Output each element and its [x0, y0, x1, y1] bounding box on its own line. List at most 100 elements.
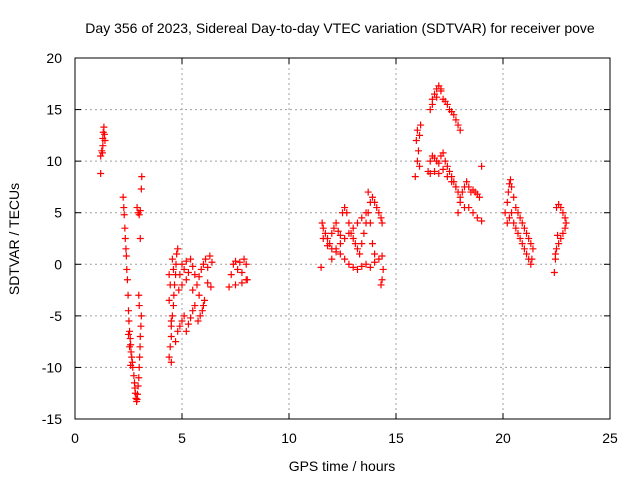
data-point [377, 281, 385, 289]
data-point [317, 263, 325, 271]
data-point [528, 255, 536, 263]
data-point [126, 335, 134, 343]
data-point [523, 250, 531, 258]
data-point [343, 209, 351, 217]
data-point [433, 93, 441, 101]
data-point [525, 235, 533, 242]
data-point [199, 260, 207, 268]
data-point [227, 271, 235, 279]
data-point [178, 317, 186, 325]
data-point [189, 262, 197, 270]
y-tick-label: -15 [42, 411, 62, 427]
data-point [182, 327, 190, 335]
data-point [554, 231, 562, 239]
data-point [371, 198, 379, 206]
data-point [130, 372, 138, 380]
data-point [232, 257, 239, 265]
data-point [454, 209, 462, 217]
data-point [135, 291, 143, 299]
data-point [341, 204, 349, 212]
data-point [184, 269, 192, 277]
data-point [134, 382, 142, 390]
data-point [242, 260, 250, 268]
data-point [238, 279, 246, 287]
data-point [341, 255, 349, 263]
data-point [360, 229, 368, 237]
data-point [475, 193, 483, 201]
data-point [378, 252, 386, 260]
data-point [204, 263, 212, 271]
data-point [559, 229, 567, 237]
data-point [437, 85, 445, 93]
data-point [456, 126, 464, 134]
data-point [503, 198, 511, 206]
data-point [319, 224, 327, 232]
data-point [195, 273, 203, 281]
data-point [514, 229, 522, 237]
data-point [187, 314, 195, 322]
data-point [165, 271, 173, 279]
data-point [443, 162, 451, 170]
data-point [514, 209, 522, 217]
data-point [166, 343, 174, 351]
data-point [505, 214, 513, 222]
data-point [328, 255, 336, 263]
data-point [443, 100, 451, 108]
data-point [555, 240, 563, 248]
y-tick-label: -10 [42, 359, 62, 375]
data-point [172, 260, 180, 268]
data-point [123, 265, 131, 273]
data-point [232, 281, 239, 289]
data-point [319, 235, 327, 242]
data-point [411, 173, 419, 181]
data-point [345, 229, 353, 237]
data-point [136, 207, 144, 215]
data-point [446, 167, 453, 175]
data-point [128, 353, 136, 361]
data-point [137, 312, 145, 320]
data-point [168, 255, 176, 263]
data-point [452, 183, 460, 191]
data-point [182, 276, 190, 284]
data-point [527, 260, 535, 268]
y-axis-label: SDTVAR / TECUs [6, 183, 22, 295]
data-point [557, 235, 565, 242]
data-point [182, 257, 190, 265]
data-point [341, 235, 349, 242]
data-point [324, 242, 332, 250]
data-point [236, 258, 244, 266]
data-point [174, 245, 182, 253]
data-point [353, 265, 361, 273]
data-points [97, 82, 570, 405]
y-tick-label: -5 [50, 308, 63, 324]
data-point [204, 279, 212, 287]
data-point [362, 209, 370, 217]
data-point [169, 265, 177, 273]
x-tick-label: 25 [602, 430, 618, 446]
data-point [435, 170, 443, 178]
data-point [198, 307, 206, 315]
y-tick-label: 0 [54, 256, 62, 272]
data-point [136, 343, 144, 351]
data-point [125, 307, 132, 315]
data-point [136, 353, 144, 361]
data-point [518, 240, 526, 248]
data-point [120, 204, 128, 212]
data-point [351, 240, 359, 248]
y-axis-tick-labels: -15 -10 -5 0 5 10 15 20 [42, 50, 62, 427]
data-point [191, 302, 199, 310]
data-point [349, 235, 357, 242]
x-tick-label: 10 [281, 430, 297, 446]
data-point [523, 229, 531, 237]
data-point [172, 338, 180, 346]
data-point [366, 263, 374, 271]
data-point [450, 111, 458, 119]
data-point [206, 252, 214, 260]
data-point [336, 250, 344, 258]
data-point [127, 361, 135, 369]
data-point [136, 235, 144, 242]
chart-title: Day 356 of 2023, Sidereal Day-to-day VTE… [85, 20, 595, 36]
data-point [97, 152, 105, 160]
data-point [428, 100, 436, 108]
